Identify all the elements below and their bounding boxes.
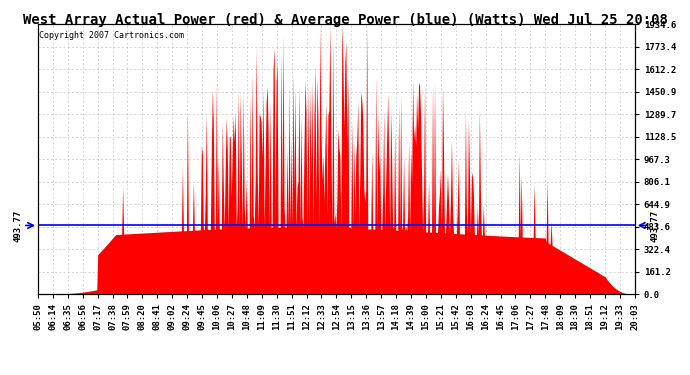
Text: 493.77: 493.77 <box>13 209 22 242</box>
Text: West Array Actual Power (red) & Average Power (blue) (Watts) Wed Jul 25 20:08: West Array Actual Power (red) & Average … <box>23 13 667 27</box>
Text: Copyright 2007 Cartronics.com: Copyright 2007 Cartronics.com <box>39 31 184 40</box>
Text: 493.77: 493.77 <box>651 209 660 242</box>
